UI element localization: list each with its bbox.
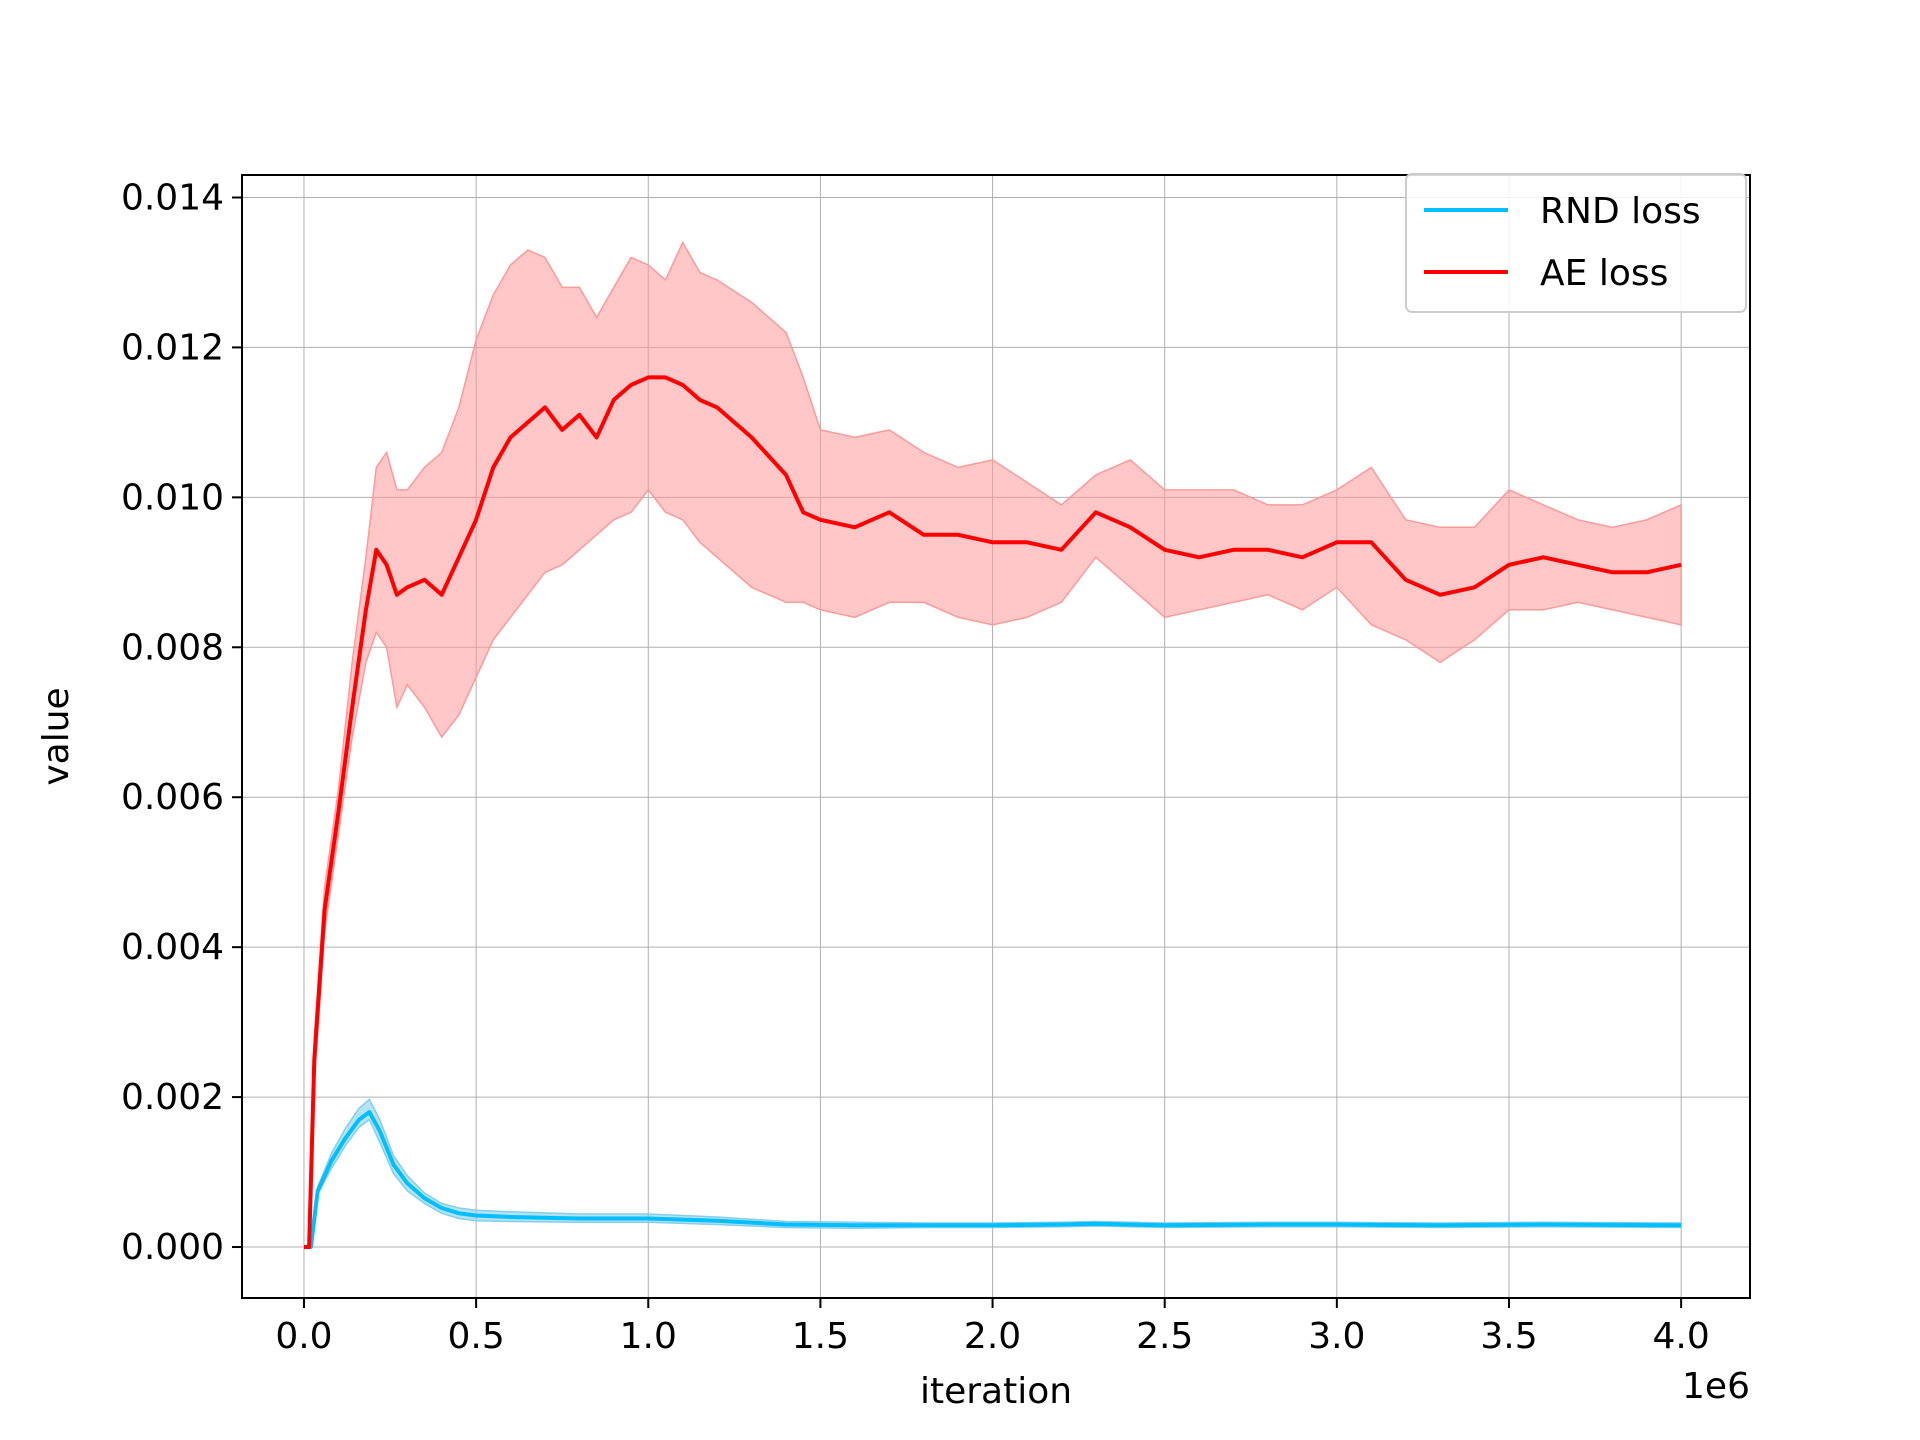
grid	[242, 175, 1750, 1298]
x-tick-label: 2.5	[1136, 1316, 1193, 1357]
x-tick-label: 2.0	[964, 1316, 1021, 1357]
y-axis-ticks: 0.000 0.002 0.004 0.006 0.008 0.010 0.012 0.014	[121, 177, 242, 1268]
y-tick-label: 0.014	[121, 177, 224, 218]
y-tick-label: 0.000	[121, 1227, 224, 1268]
legend: RND loss AE loss	[1405, 173, 1747, 313]
y-tick-label: 0.010	[121, 477, 224, 518]
x-axis-label: iteration	[920, 1371, 1072, 1412]
legend-label-ae-loss: AE loss	[1540, 253, 1668, 294]
y-tick-label: 0.004	[121, 927, 224, 968]
series-lines	[304, 375, 1682, 1249]
legend-label-rnd-loss: RND loss	[1540, 191, 1701, 232]
x-tick-label: 3.0	[1308, 1316, 1365, 1357]
rnd-loss-line	[304, 1110, 1682, 1249]
y-tick-label: 0.012	[121, 327, 224, 368]
y-tick-label: 0.006	[121, 777, 224, 818]
x-tick-label: 4.0	[1653, 1316, 1710, 1357]
x-tick-label: 3.5	[1480, 1316, 1537, 1357]
x-tick-label: 1.0	[620, 1316, 677, 1357]
y-tick-label: 0.008	[121, 627, 224, 668]
x-tick-label: 1.5	[792, 1316, 849, 1357]
ae-loss-line	[304, 375, 1682, 1249]
x-tick-label: 0.5	[447, 1316, 504, 1357]
y-tick-label: 0.002	[121, 1077, 224, 1118]
plot-frame	[241, 174, 1751, 1299]
x-axis-ticks: 0.0 0.5 1.0 1.5 2.0 2.5 3.0 3.5 4.0	[275, 1298, 1710, 1357]
y-axis-label: value	[36, 687, 77, 785]
x-axis-offset-label: 1e6	[1682, 1366, 1750, 1407]
x-tick-label: 0.0	[275, 1316, 332, 1357]
